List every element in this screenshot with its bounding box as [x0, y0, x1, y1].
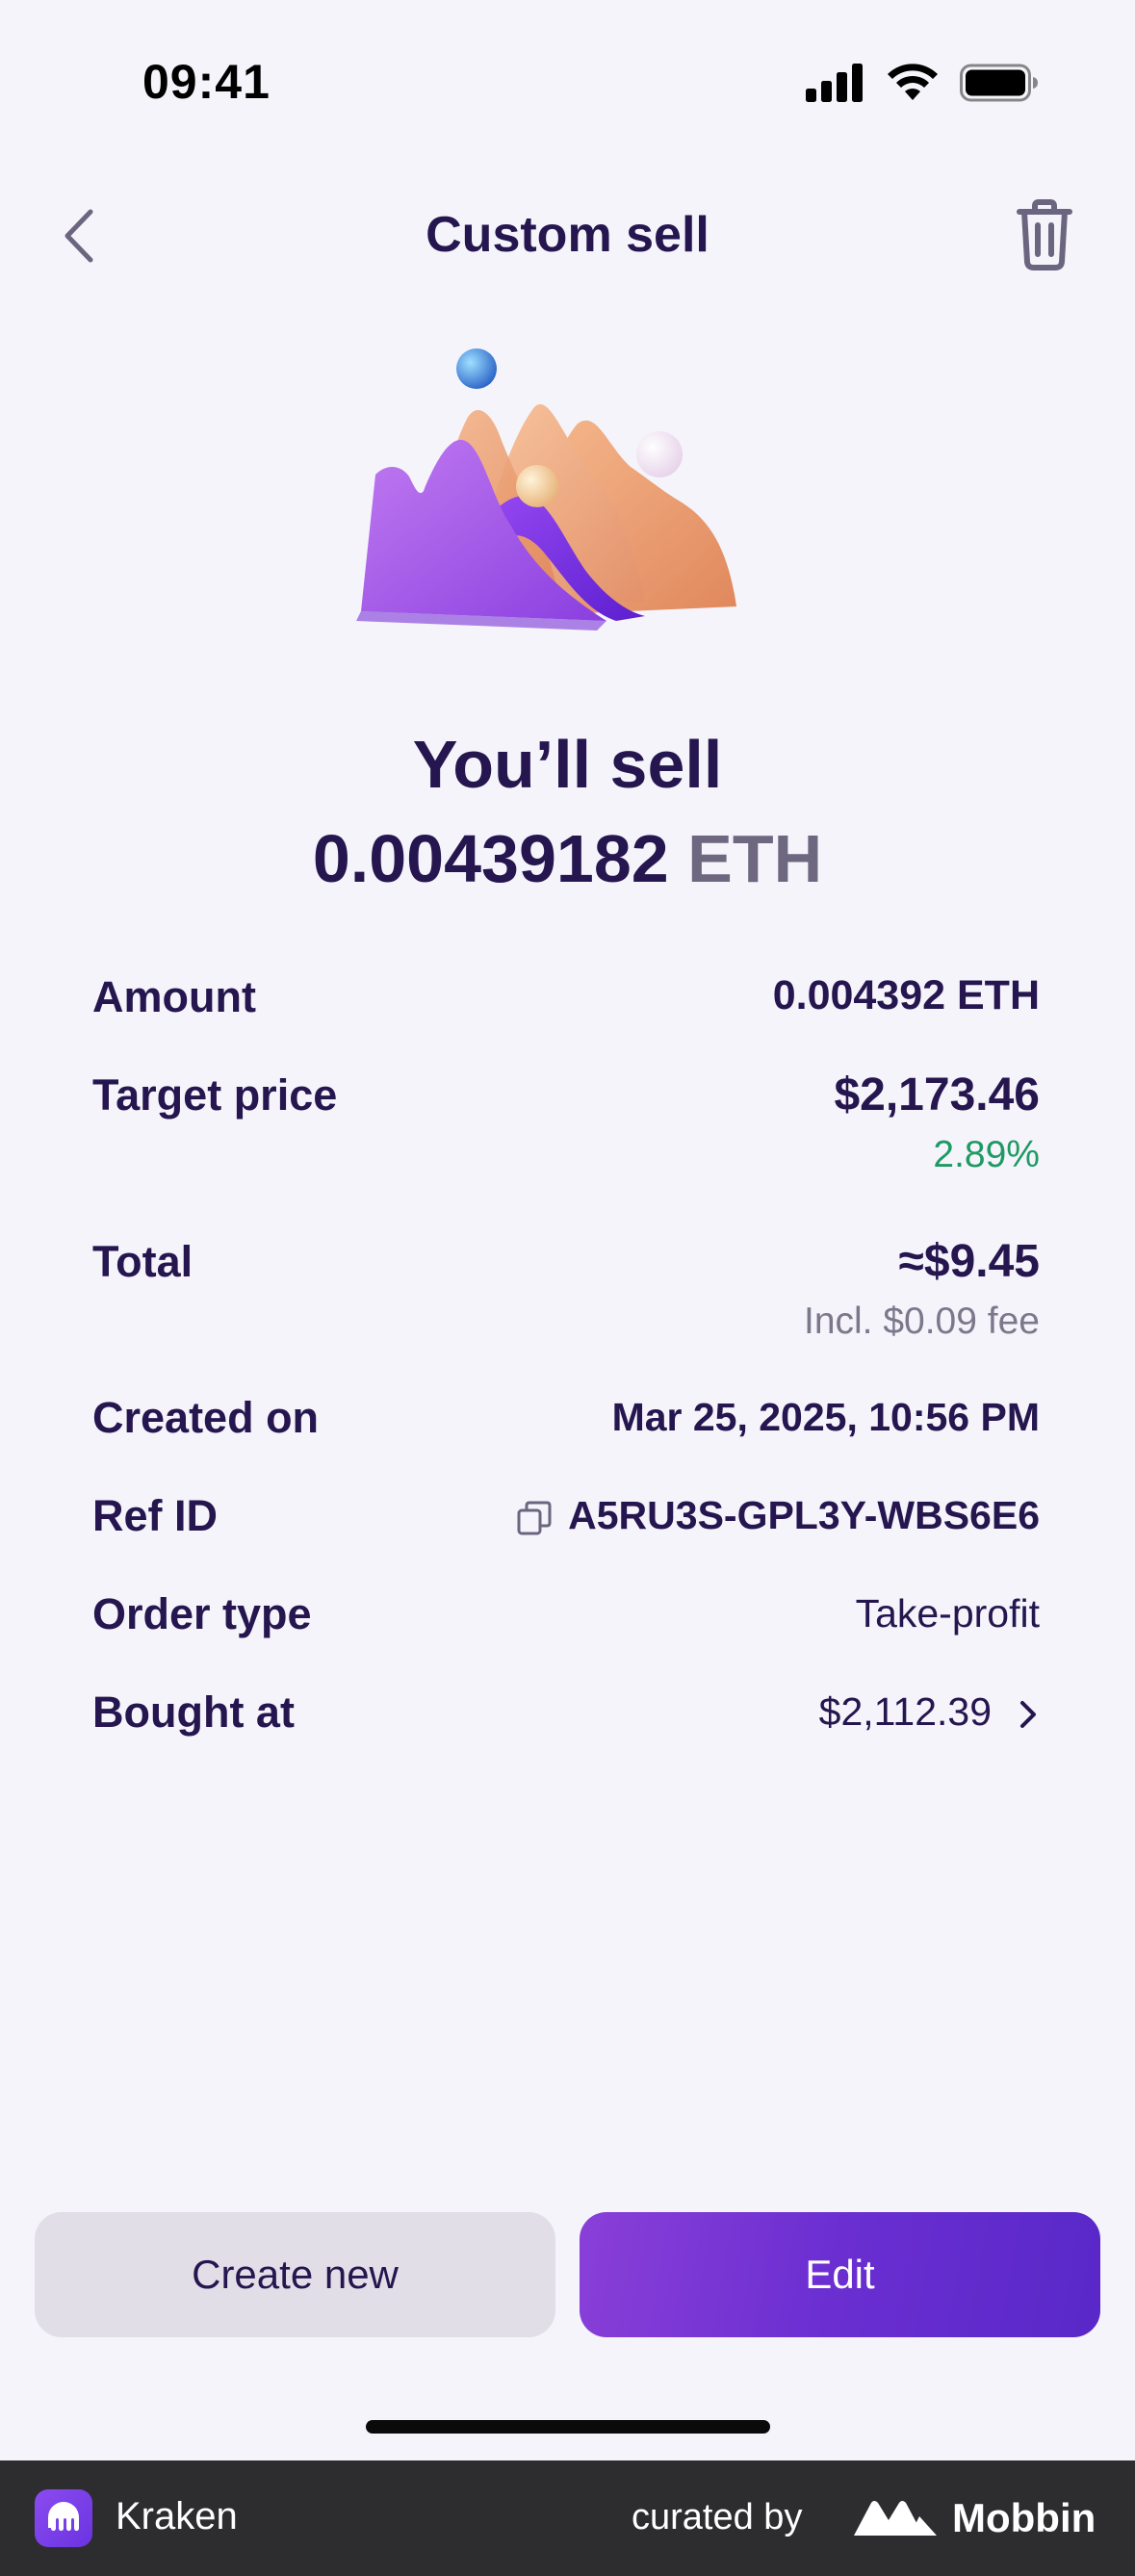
detail-row-amount: Amount 0.004392 ETH	[92, 972, 1040, 1070]
total-fee: Incl. $0.09 fee	[803, 1301, 1040, 1342]
sell-amount-unit: ETH	[687, 821, 823, 896]
detail-row-total: Total ≈$9.45 Incl. $0.09 fee	[92, 1236, 1040, 1393]
target-price-label: Target price	[92, 1070, 338, 1120]
kraken-logo	[35, 2489, 92, 2547]
kraken-logo-icon	[48, 2502, 79, 2531]
sell-amount: 0.00439182 ETH	[0, 811, 1135, 906]
chevron-right-icon	[1020, 1701, 1036, 1729]
created-on-label: Created on	[92, 1393, 320, 1442]
bought-at-value: $2,112.39	[818, 1689, 992, 1734]
headline-text: You’ll sell	[412, 727, 723, 802]
status-time: 09:41	[142, 55, 271, 109]
ref-id-label: Ref ID	[92, 1491, 219, 1540]
status-bar: 09:41	[0, 0, 1135, 144]
mobbin-logo-icon	[854, 2501, 937, 2536]
footer-curated-by: curated by	[632, 2497, 803, 2537]
back-button[interactable]	[54, 202, 112, 270]
footer-bar: Kraken curated by Mobbin	[0, 2460, 1135, 2576]
target-price-value: $2,173.46	[834, 1069, 1040, 1121]
action-buttons: Create new Edit	[35, 2212, 1100, 2337]
footer-app-name: Kraken	[116, 2495, 238, 2537]
footer-brand-name: Mobbin	[952, 2495, 1096, 2540]
total-label: Total	[92, 1237, 193, 1286]
bought-at-value-group[interactable]: $2,112.39	[819, 1689, 1040, 1735]
wifi-icon	[888, 64, 938, 100]
ref-id-value: A5RU3S-GPL3Y-WBS6E6	[568, 1493, 1040, 1537]
trash-icon	[1017, 199, 1072, 270]
detail-row-created-on: Created on Mar 25, 2025, 10:56 PM	[92, 1393, 1040, 1491]
create-new-button[interactable]: Create new	[35, 2212, 555, 2337]
chevron-left-icon	[64, 209, 93, 263]
hero-illustration	[356, 332, 780, 631]
detail-row-target-price: Target price $2,173.46 2.89%	[92, 1069, 1040, 1237]
nav-bar: Custom sell	[0, 183, 1135, 289]
delete-button[interactable]	[1008, 196, 1081, 273]
mountains-illustration	[356, 348, 736, 631]
amount-label: Amount	[92, 972, 256, 1021]
order-details: Amount 0.004392 ETH Target price $2,173.…	[92, 972, 1040, 1786]
detail-row-bought-at[interactable]: Bought at $2,112.39	[92, 1687, 1040, 1786]
battery-icon	[960, 64, 1038, 102]
created-on-value: Mar 25, 2025, 10:56 PM	[611, 1395, 1040, 1439]
detail-row-order-type: Order type Take-profit	[92, 1589, 1040, 1687]
mobbin-brand: Mobbin	[852, 2489, 1096, 2547]
target-price-change: 2.89%	[933, 1134, 1040, 1175]
bought-at-label: Bought at	[92, 1687, 295, 1737]
order-type-label: Order type	[92, 1589, 312, 1638]
page-title: Custom sell	[426, 207, 709, 263]
signal-icon	[806, 64, 863, 102]
amount-value: 0.004392 ETH	[772, 972, 1040, 1018]
ref-id-value-group[interactable]: A5RU3S-GPL3Y-WBS6E6	[516, 1493, 1040, 1538]
detail-row-ref-id[interactable]: Ref ID A5RU3S-GPL3Y-WBS6E6	[92, 1491, 1040, 1589]
total-value: ≈$9.45	[898, 1236, 1040, 1287]
sell-summary-headline: You’ll sell 0.00439182 ETH	[0, 717, 1135, 906]
order-type-value: Take-profit	[855, 1591, 1040, 1636]
edit-button[interactable]: Edit	[580, 2212, 1100, 2337]
copy-icon[interactable]	[516, 1500, 553, 1536]
sell-amount-value: 0.00439182	[312, 821, 669, 896]
home-indicator	[366, 2420, 770, 2434]
status-icons	[806, 64, 1039, 102]
